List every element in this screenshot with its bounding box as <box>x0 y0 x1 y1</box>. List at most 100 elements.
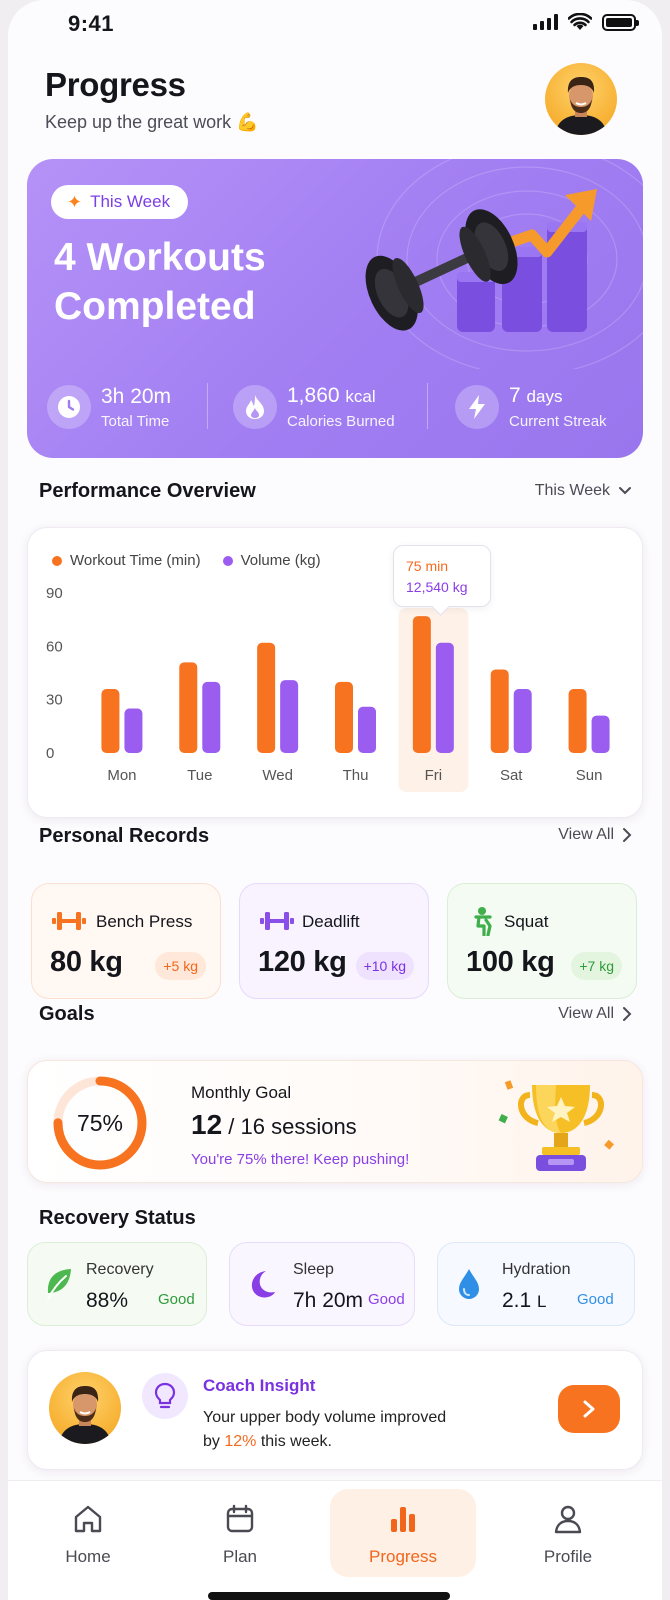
tab-plan[interactable]: Plan <box>175 1489 305 1577</box>
chart-legend: Workout Time (min) Volume (kg) <box>52 552 321 569</box>
tab-profile-label: Profile <box>543 1547 593 1566</box>
bar-volume[interactable] <box>280 680 299 753</box>
tab-home[interactable]: Home <box>23 1489 153 1577</box>
record-value: 120 kg <box>258 946 347 978</box>
bar-volume[interactable] <box>202 681 221 753</box>
wifi-icon <box>568 13 592 30</box>
stat-calories-value: 1,860 <box>287 384 340 407</box>
performance-chart[interactable]: 0 30 60 90 Mon Tue Wed Thu Fri Sat Sun <box>28 528 644 819</box>
flame-icon <box>233 385 277 429</box>
record-delta: +10 kg <box>355 952 414 980</box>
bar-volume[interactable] <box>435 642 454 753</box>
recovery-card-recovery[interactable]: Recovery 88% Good <box>27 1242 207 1326</box>
x-tick-label: Thu <box>343 767 369 784</box>
record-name: Deadlift <box>302 912 360 931</box>
bar-workout-time[interactable] <box>568 689 587 753</box>
recovery-status: Good <box>158 1291 195 1308</box>
record-name: Squat <box>504 912 549 931</box>
divider <box>207 383 208 429</box>
squat-icon <box>474 907 492 936</box>
coach-text-end: this week. <box>256 1433 332 1450</box>
tab-progress-label: Progress <box>368 1547 438 1566</box>
bar-workout-time[interactable] <box>335 681 353 753</box>
goal-label: Monthly Goal <box>191 1083 292 1102</box>
bar-volume[interactable] <box>358 706 376 753</box>
record-card-deadlift[interactable]: Deadlift 120 kg +10 kg <box>239 883 429 999</box>
record-value: 100 kg <box>466 946 555 978</box>
coach-highlight: 12% <box>224 1433 257 1450</box>
home-indicator <box>208 1592 450 1600</box>
bar-workout-time[interactable] <box>101 689 120 753</box>
status-icons <box>533 13 639 31</box>
record-card-squat[interactable]: Squat 100 kg +7 kg <box>447 883 637 999</box>
workouts-completed-title: 4 Workouts Completed <box>54 236 266 328</box>
hydration-status: Good <box>577 1291 614 1308</box>
divider <box>427 383 428 429</box>
bar-volume[interactable] <box>124 708 143 753</box>
chevron-right-icon <box>583 1400 595 1418</box>
x-tick-label: Sun <box>576 767 603 784</box>
coach-open-button[interactable] <box>558 1385 620 1433</box>
x-tick-label: Mon <box>107 767 136 784</box>
home-icon <box>74 1505 102 1533</box>
record-name: Bench Press <box>96 912 193 931</box>
record-delta: +7 kg <box>571 952 622 980</box>
monthly-goal-card[interactable]: 75% Monthly Goal 12 / 16 sessions You're… <box>27 1060 643 1183</box>
highlight-column <box>398 608 469 792</box>
tooltip-time: 75 min <box>406 558 449 574</box>
hydration-unit: L <box>537 1292 547 1311</box>
stat-streak: 7 days Current Streak <box>455 377 607 437</box>
x-tick-label: Tue <box>187 767 212 784</box>
bar-workout-time[interactable] <box>412 616 431 753</box>
y-tick-label: 0 <box>46 745 54 762</box>
bar-workout-time[interactable] <box>179 662 198 753</box>
signal-icon <box>533 14 558 30</box>
coach-avatar <box>49 1372 121 1444</box>
record-delta: +5 kg <box>155 952 206 980</box>
sparkle-icon: ✦ <box>67 191 83 212</box>
goals-view-all-label: View All <box>558 1005 614 1022</box>
goal-progress: 12 / 16 sessions <box>191 1109 357 1141</box>
recovery-card-hydration[interactable]: Hydration 2.1 L Good <box>437 1242 635 1326</box>
dumbbell-growth-illustration <box>365 189 597 332</box>
bottom-tab-bar: Home Plan Progress Profile <box>8 1480 662 1600</box>
chevron-right-icon <box>623 828 632 842</box>
stat-calories-unit: kcal <box>345 387 376 406</box>
stat-total-time-label: Total Time <box>101 412 170 430</box>
page-title: Progress <box>45 66 186 103</box>
x-tick-label: Fri <box>425 767 443 784</box>
stat-calories: 1,860 kcal Calories Burned <box>233 377 395 437</box>
bar-volume[interactable] <box>591 715 610 753</box>
recovery-title: Recovery Status <box>39 1207 196 1229</box>
bar-workout-time[interactable] <box>257 642 276 753</box>
user-icon <box>554 1505 582 1534</box>
battery-icon <box>602 13 639 31</box>
weekly-summary-card[interactable]: ✦ This Week 4 Workouts Completed <box>27 159 643 458</box>
tooltip-volume: 12,540 kg <box>406 579 468 595</box>
legend-item-time: Workout Time (min) <box>52 552 201 569</box>
bar-volume[interactable] <box>513 689 532 753</box>
coach-insight-card[interactable]: Coach Insight Your upper body volume imp… <box>27 1350 643 1470</box>
hydration-value: 2.1 L <box>502 1289 547 1313</box>
records-view-all[interactable]: View All <box>558 826 632 844</box>
goals-view-all[interactable]: View All <box>558 1005 632 1023</box>
tab-home-label: Home <box>65 1547 111 1566</box>
goal-done: 12 <box>191 1109 223 1140</box>
period-dropdown[interactable]: This Week <box>535 482 632 500</box>
this-week-chip[interactable]: ✦ This Week <box>51 185 189 219</box>
record-card-bench-press[interactable]: Bench Press 80 kg +5 kg <box>31 883 221 999</box>
sleep-status: Good <box>368 1291 405 1308</box>
legend-dot-time <box>52 555 62 566</box>
sleep-value: 7h 20m <box>293 1289 364 1312</box>
recovery-card-sleep[interactable]: Sleep 7h 20m Good <box>229 1242 415 1326</box>
period-dropdown-label: This Week <box>534 482 610 499</box>
tab-profile[interactable]: Profile <box>503 1489 633 1577</box>
legend-item-volume: Volume (kg) <box>222 552 321 569</box>
hero-stats: 3h 20m Total Time 1,860 kcal Calories Bu… <box>27 377 643 437</box>
legend-label-volume: Volume (kg) <box>240 552 321 569</box>
bar-workout-time[interactable] <box>490 669 509 753</box>
tab-progress[interactable]: Progress <box>330 1489 476 1577</box>
lightning-icon <box>455 385 499 429</box>
hydration-label: Hydration <box>502 1261 571 1278</box>
user-avatar[interactable] <box>545 63 617 135</box>
